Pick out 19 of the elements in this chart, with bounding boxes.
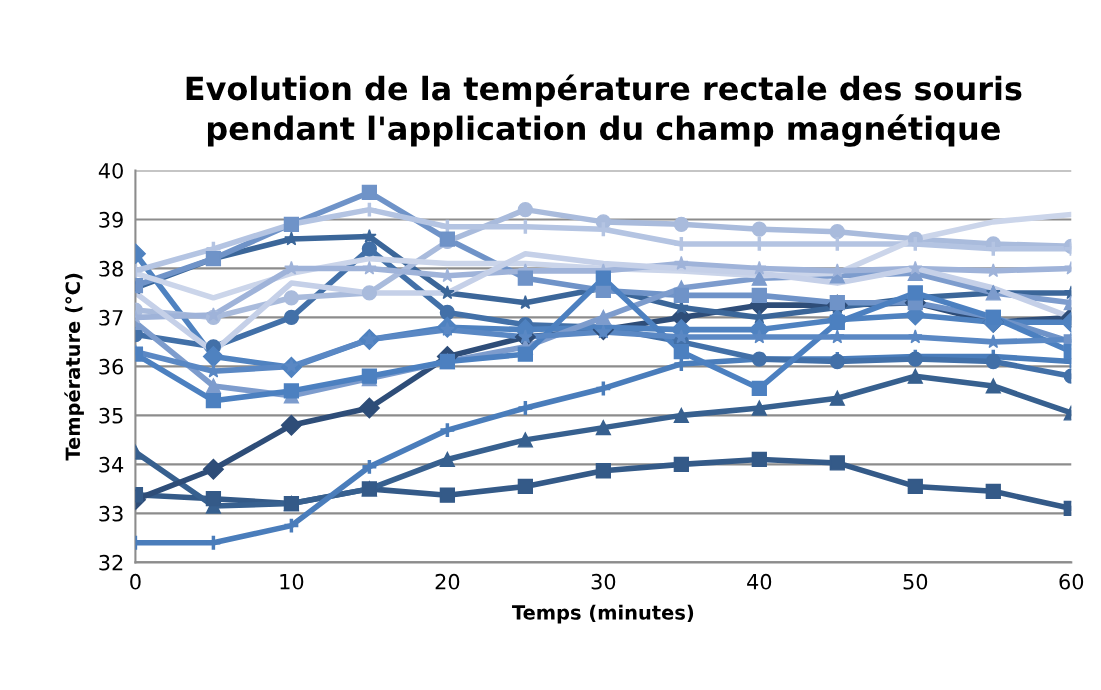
chart-title: Evolution de la température rectale des souris pendant l'application du champ magnétique	[186, 74, 1022, 147]
x-tick-label: 20	[435, 573, 460, 590]
y-tick-label: 37	[99, 309, 123, 326]
y-tick-label: 32	[99, 554, 123, 571]
y-tick-label: 34	[99, 456, 124, 473]
y-tick-label: 38	[99, 260, 123, 277]
y-axis-title: Température (°C)	[64, 273, 84, 461]
x-tick-label: 30	[591, 573, 616, 590]
x-tick-label: 50	[903, 573, 928, 590]
y-tick-label: 33	[99, 505, 123, 522]
x-tick-label: 10	[280, 573, 304, 590]
x-tick-label: 60	[1059, 573, 1084, 590]
y-tick-label: 40	[98, 162, 123, 179]
y-tick-label: 39	[99, 211, 123, 228]
x-tick-label: 0	[130, 573, 141, 590]
y-tick-label: 35	[99, 407, 123, 424]
x-tick-label: 40	[747, 573, 772, 590]
y-tick-label: 36	[99, 358, 123, 375]
x-axis-title: Temps (minutes)	[512, 604, 694, 624]
